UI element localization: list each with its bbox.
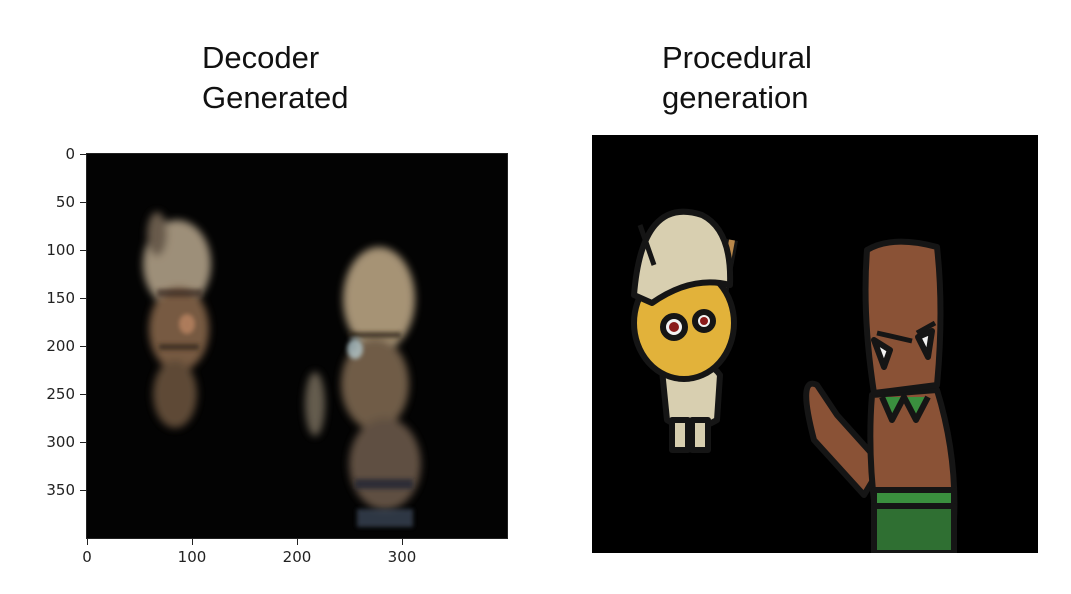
x-tick-mark — [87, 539, 88, 545]
y-tick-label: 200 — [46, 337, 75, 355]
decoder-output-plot — [86, 153, 508, 539]
y-tick-mark — [80, 154, 86, 155]
y-tick-mark — [80, 250, 86, 251]
y-tick-label: 50 — [55, 193, 75, 211]
x-tick-label: 300 — [387, 548, 417, 566]
procedural-generation-title: Procedural generation — [662, 40, 812, 115]
cartoon-goblin-sprites-image — [631, 208, 958, 553]
x-tick-label: 200 — [282, 548, 312, 566]
y-tick-label: 350 — [46, 481, 75, 499]
y-tick-mark — [80, 442, 86, 443]
blurry-goblin-sprites-image — [143, 212, 421, 527]
y-tick-mark — [80, 298, 86, 299]
right-goblin — [803, 238, 958, 553]
y-tick-mark — [80, 346, 86, 347]
x-tick-mark — [192, 539, 193, 545]
x-tick-label: 100 — [177, 548, 207, 566]
y-tick-label: 150 — [46, 289, 75, 307]
x-tick-mark — [297, 539, 298, 545]
y-tick-label: 100 — [46, 241, 75, 259]
y-tick-mark — [80, 394, 86, 395]
x-tick-label: 0 — [82, 548, 92, 566]
left-goblin — [631, 208, 738, 453]
y-tick-label: 0 — [65, 145, 75, 163]
x-tick-mark — [402, 539, 403, 545]
y-tick-label: 300 — [46, 433, 75, 451]
decoder-generated-title: Decoder Generated — [202, 40, 349, 115]
y-tick-mark — [80, 490, 86, 491]
y-tick-label: 250 — [46, 385, 75, 403]
y-tick-mark — [80, 202, 86, 203]
procedural-generation-image — [592, 135, 1038, 553]
